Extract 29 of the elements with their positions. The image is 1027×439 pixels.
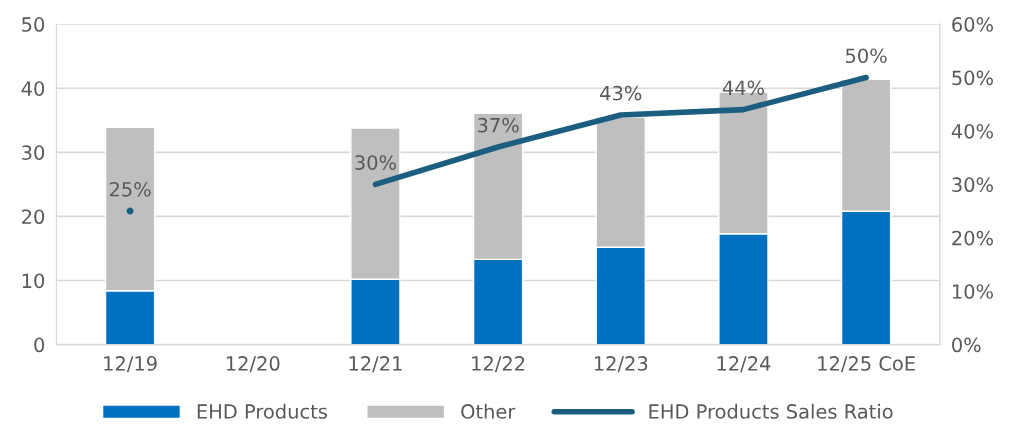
y2-tick-label: 10% bbox=[952, 284, 993, 299]
y-tick-label: 50 bbox=[22, 17, 45, 32]
x-tick-label: 12/25 CoE bbox=[818, 356, 915, 373]
y2-tick-label: 60% bbox=[952, 17, 993, 32]
y2-tick-label: 30% bbox=[952, 177, 993, 193]
data-label: 43% bbox=[600, 85, 642, 101]
legend-label: EHD Products Sales Ratio bbox=[649, 403, 893, 419]
data-label: 30% bbox=[355, 155, 396, 170]
x-tick-label: 12/23 bbox=[594, 356, 648, 373]
y-tick-label: 20 bbox=[22, 209, 45, 225]
data-label: 50% bbox=[846, 48, 887, 64]
y2-tick-label: 50% bbox=[952, 70, 993, 86]
y2-tick-label: 0% bbox=[952, 337, 981, 353]
legend-label: EHD Products bbox=[197, 403, 327, 419]
y-tick-label: 40 bbox=[21, 81, 45, 96]
x-tick-label: 12/22 bbox=[472, 356, 525, 373]
x-tick-label: 12/20 bbox=[226, 356, 280, 373]
data-label: 25% bbox=[109, 181, 151, 197]
data-label: 44% bbox=[722, 80, 764, 96]
data-label: 37% bbox=[477, 117, 519, 133]
x-tick-label: 12/21 bbox=[349, 356, 402, 373]
y-tick-label: 30 bbox=[22, 145, 45, 160]
x-tick-label: 12/24 bbox=[717, 356, 771, 373]
y2-tick-label: 20% bbox=[952, 230, 993, 246]
legend-label: Other bbox=[461, 403, 516, 419]
y-tick-label: 0 bbox=[34, 337, 45, 353]
x-tick-label: 12/19 bbox=[104, 356, 157, 373]
y-tick-label: 10 bbox=[22, 273, 45, 289]
y2-tick-label: 40% bbox=[951, 123, 993, 139]
